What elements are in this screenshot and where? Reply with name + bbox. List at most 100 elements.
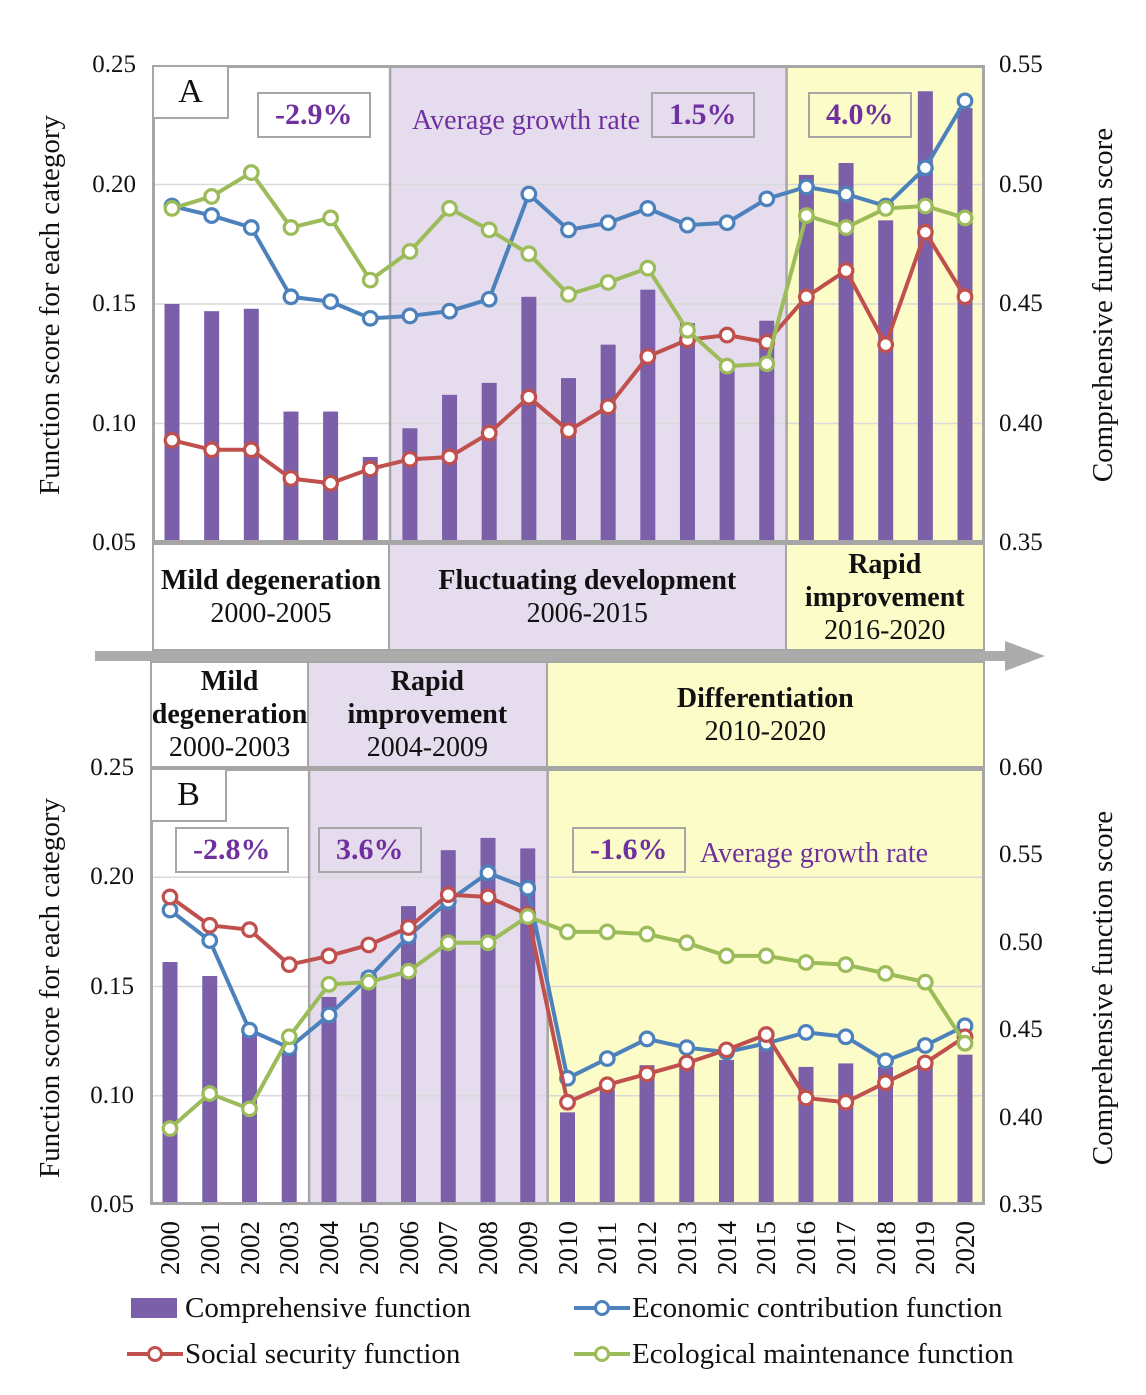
year-axis-label: 2017 (830, 1221, 861, 1275)
bar-comprehensive-function (759, 320, 775, 543)
bar-swatch-icon (131, 1298, 177, 1318)
line-marker-icon (574, 1346, 630, 1362)
panel-B-plot (150, 768, 985, 1205)
legend-item: Economic contribution function (574, 1291, 1002, 1325)
data-point-marker (479, 864, 497, 882)
bar-comprehensive-function (878, 220, 894, 543)
legend-item: Comprehensive function (127, 1291, 471, 1325)
right-axis-tick-label: 0.45 (999, 290, 1043, 317)
right-axis-tick-label: 0.35 (999, 529, 1043, 556)
data-point-marker (519, 879, 537, 897)
data-point-marker (203, 188, 221, 205)
data-point-marker (320, 975, 338, 993)
data-point-marker (520, 185, 538, 203)
data-point-marker (837, 956, 855, 974)
data-point-marker (757, 947, 775, 965)
phase-label-cell: Rapid improvement 2004-2009 (307, 661, 548, 768)
year-axis-label: 2011 (592, 1221, 623, 1275)
data-point-marker (916, 1037, 934, 1054)
bar-comprehensive-function (560, 1112, 575, 1205)
bar-comprehensive-function (957, 108, 973, 543)
data-point-marker (520, 245, 538, 263)
bar-comprehensive-function (401, 906, 416, 1205)
left-axis-tick-label: 0.20 (90, 863, 134, 891)
year-axis-label: 2005 (353, 1221, 384, 1275)
data-point-marker (282, 288, 300, 306)
data-point-marker (559, 1093, 576, 1111)
data-point-marker (441, 199, 458, 217)
year-axis-label: 2018 (870, 1221, 901, 1275)
data-point-marker (361, 309, 379, 327)
phase-name: Mild degeneration (151, 666, 308, 730)
phase-name: Mild degeneration (160, 565, 382, 596)
phase-period: 2000-2003 (168, 732, 291, 763)
data-point-marker (639, 199, 657, 217)
data-point-marker (479, 934, 497, 952)
panel-b-right-axis-title: Comprehensive function score (1087, 810, 1119, 1166)
average-growth-rate-label: Average growth rate (700, 838, 929, 869)
data-point-marker (401, 450, 419, 468)
data-point-marker (400, 962, 417, 980)
panel-a-left-axis-title: Function score for each category (34, 114, 66, 496)
data-point-marker (758, 190, 776, 208)
left-axis-tick-label: 0.05 (92, 529, 136, 556)
year-axis-label: 2003 (274, 1221, 305, 1275)
line-marker-icon (574, 1300, 630, 1316)
plot-border (152, 65, 985, 543)
bar-comprehensive-function (640, 289, 656, 543)
year-axis-label: 2009 (512, 1221, 543, 1275)
data-point-marker (560, 286, 577, 303)
data-point-marker (241, 1100, 258, 1118)
data-point-marker (161, 888, 179, 906)
year-axis-label: 2006 (393, 1221, 424, 1275)
bar-comprehensive-function (204, 311, 220, 543)
data-point-marker (560, 221, 577, 239)
data-point-marker (916, 197, 934, 215)
data-point-marker (520, 388, 538, 406)
bar-comprehensive-function (442, 394, 458, 543)
bar-comprehensive-function (679, 1063, 695, 1205)
data-point-marker (400, 919, 417, 936)
right-axis-tick-label: 0.55 (999, 51, 1043, 78)
data-point-marker (798, 178, 815, 196)
bar-comprehensive-function (878, 1066, 893, 1205)
data-point-marker (797, 1023, 815, 1041)
data-point-marker (916, 223, 934, 241)
right-axis-tick-label: 0.40 (999, 1103, 1043, 1131)
legend-label: Ecological maintenance function (632, 1338, 1014, 1370)
phase-name: Fluctuating development (438, 565, 737, 596)
left-axis-tick-label: 0.05 (90, 1191, 134, 1218)
bar-comprehensive-function (838, 1063, 854, 1205)
phase-name: Differentiation (676, 682, 854, 714)
data-point-marker (479, 888, 497, 906)
data-point-marker (163, 199, 181, 217)
data-point-marker (758, 355, 776, 373)
data-point-marker (956, 288, 974, 306)
panel-A-label: A (152, 65, 229, 119)
year-axis-label: 2007 (433, 1221, 464, 1275)
data-point-marker (559, 923, 576, 941)
data-point-marker (678, 1054, 696, 1072)
timeline-arrow-body (95, 651, 1007, 661)
data-point-marker (718, 214, 736, 232)
phase-label-cell: Mild degeneration 2000-2005 (152, 543, 391, 651)
data-point-marker (916, 1054, 934, 1072)
data-point-marker (916, 973, 934, 991)
data-point-marker (599, 214, 617, 232)
legend-label: Economic contribution function (632, 1292, 1003, 1324)
year-axis-label: 2012 (632, 1221, 662, 1275)
bar-comprehensive-function (520, 848, 536, 1205)
data-point-marker (877, 1074, 894, 1092)
right-axis-tick-label: 0.50 (999, 928, 1043, 956)
data-point-marker (519, 908, 537, 925)
growth-rate-box: -2.8% (175, 827, 289, 873)
data-point-marker (242, 219, 260, 236)
data-point-marker (320, 947, 338, 965)
left-axis-tick-label: 0.25 (90, 754, 134, 781)
bar-comprehensive-function (719, 368, 735, 543)
data-point-marker (679, 216, 696, 234)
data-point-marker (598, 1050, 616, 1068)
year-axis-label: 2010 (552, 1221, 583, 1275)
phase-name: Rapid improvement (804, 548, 965, 613)
